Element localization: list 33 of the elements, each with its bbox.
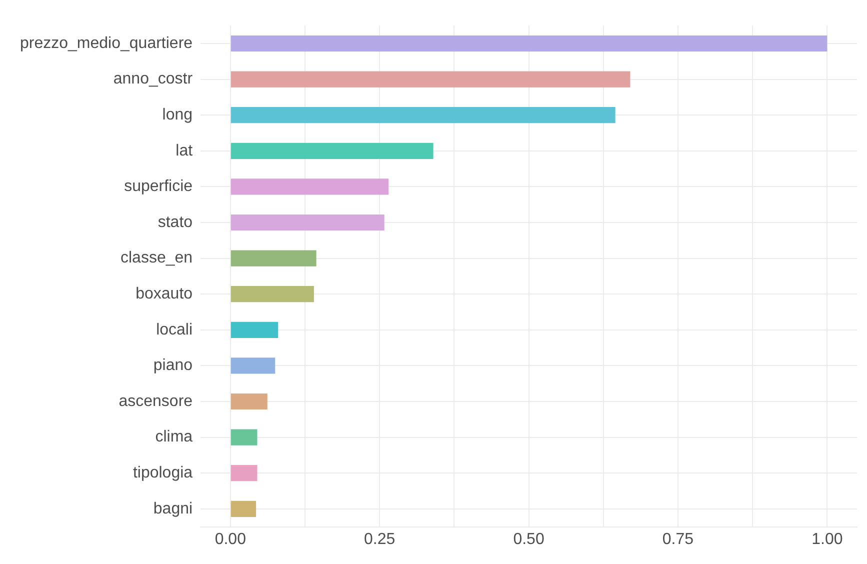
x-tick-label: 0.25 — [364, 530, 396, 548]
y-tick-label: superficie — [124, 178, 193, 196]
y-tick-label: bagni — [153, 500, 193, 518]
bar — [230, 214, 384, 231]
bar — [230, 178, 389, 195]
y-tick-label: boxauto — [136, 286, 193, 303]
y-tick-label: piano — [153, 357, 193, 374]
bar — [230, 71, 630, 88]
bar — [230, 429, 258, 446]
y-tick-label: locali — [156, 321, 193, 338]
x-tick-label: 0.50 — [513, 530, 544, 548]
y-tick-label: stato — [158, 214, 193, 231]
y-tick-label: classe_en — [120, 250, 193, 267]
bar — [230, 250, 316, 266]
y-tick-label: long — [162, 106, 193, 124]
bar — [230, 286, 314, 302]
y-tick-label: ascensore — [118, 392, 193, 410]
x-tick-label: 0.00 — [214, 530, 246, 548]
bar — [230, 393, 268, 410]
y-tick-label: anno_costr — [113, 70, 194, 88]
bar — [230, 107, 616, 124]
x-tick-label: 0.75 — [662, 530, 694, 548]
x-tick-label: 1.00 — [812, 530, 843, 548]
y-tick-label: tipologia — [132, 464, 193, 482]
bar — [230, 465, 258, 482]
y-tick-label: clima — [155, 428, 193, 446]
bar — [230, 35, 828, 52]
y-tick-label: prezzo_medio_quartiere — [20, 34, 193, 52]
bar — [230, 500, 256, 517]
bar — [230, 322, 278, 338]
bar — [230, 142, 434, 159]
bar — [230, 358, 276, 374]
y-tick-label: lat — [176, 142, 194, 160]
